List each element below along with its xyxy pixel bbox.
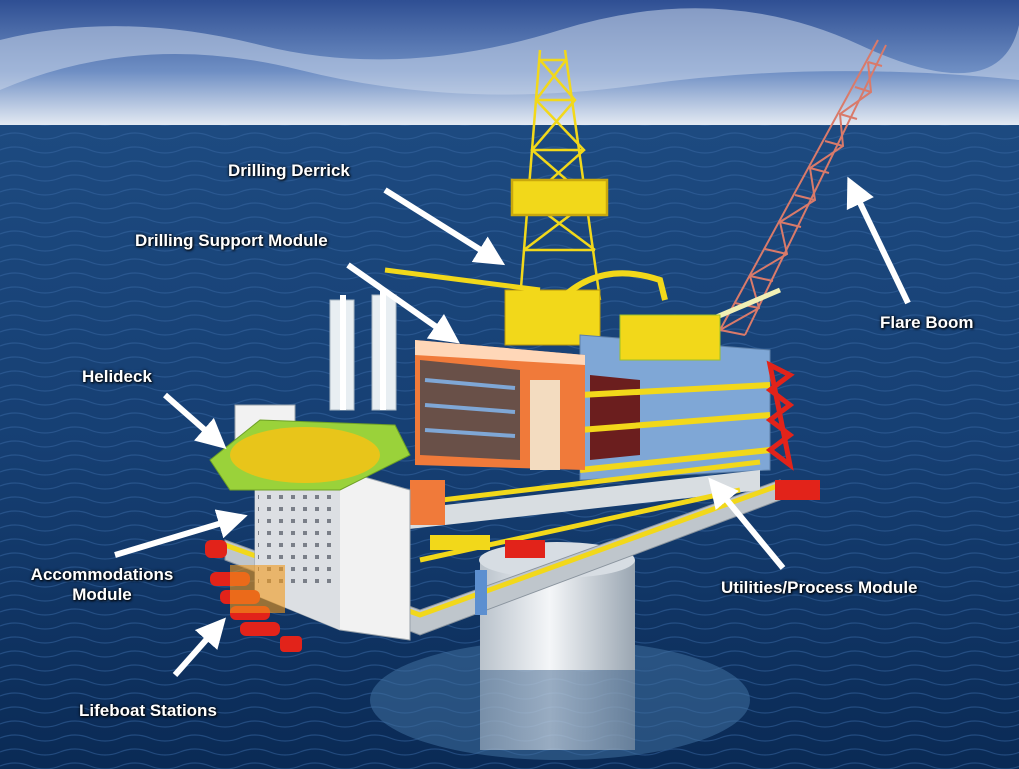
label-helideck: Helideck (82, 367, 152, 386)
blue-pillar (475, 570, 487, 615)
yellow-container (430, 535, 490, 550)
red-stairs (765, 360, 795, 471)
clouds (0, 8, 1019, 95)
label-drilling-derrick: Drilling Derrick (228, 161, 350, 180)
arrow-accommodations (114, 509, 248, 558)
red-vehicle (775, 480, 820, 500)
arrow-flare-boom (846, 176, 911, 305)
mid-deck (400, 470, 760, 530)
process-module-decks (579, 382, 771, 473)
label-accommodations-line2: Module (72, 585, 132, 604)
drilling-support-top (415, 340, 585, 365)
lifeboat-stations (205, 540, 302, 652)
yellow-arch (557, 270, 668, 303)
arrow-utilities (708, 477, 786, 570)
utilities-dark-block (590, 375, 640, 460)
label-lifeboat-stations: Lifeboat Stations (79, 701, 217, 720)
label-accommodations-module: Accommodations Module (17, 565, 187, 605)
drilling-pipes (530, 380, 560, 470)
drilling-derrick (510, 49, 609, 301)
label-drilling-support-module: Drilling Support Module (135, 231, 328, 250)
drilling-support-stripes (424, 378, 516, 438)
arrow-lifeboats (172, 617, 226, 677)
helideck-pad (230, 427, 380, 483)
callout-arrows (114, 176, 911, 677)
derrick-crane-left (384, 267, 541, 293)
exhaust-stacks (329, 290, 397, 411)
label-utilities-process-module: Utilities/Process Module (721, 578, 918, 597)
arrow-drilling-support (346, 262, 460, 344)
orange-block (410, 480, 445, 525)
arrow-helideck (163, 392, 227, 449)
arrow-drilling-derrick (383, 187, 506, 266)
process-top-grid (619, 314, 721, 361)
label-flare-boom: Flare Boom (880, 313, 974, 332)
label-accommodations-line1: Accommodations (30, 565, 174, 584)
red-container-1 (505, 540, 545, 558)
